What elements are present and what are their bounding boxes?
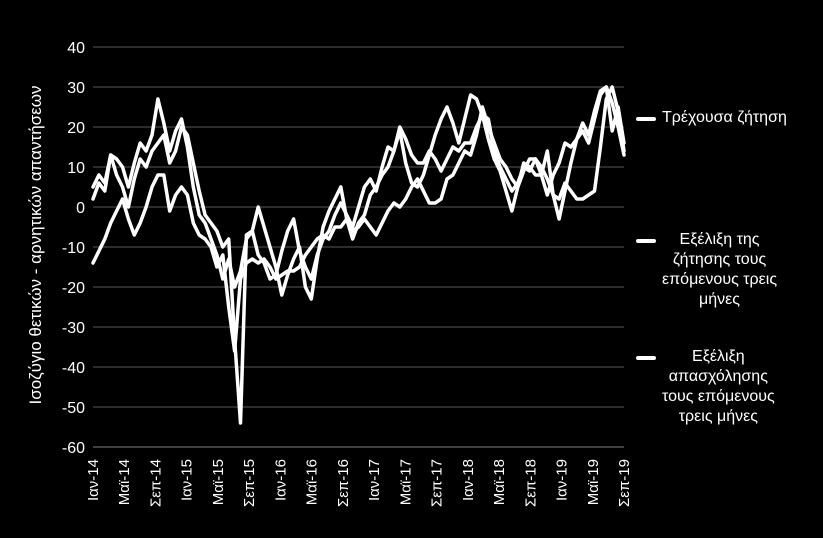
series-lines — [91, 85, 626, 425]
x-tick-label: Ιαν-16 — [272, 459, 289, 501]
y-tick-label: -30 — [62, 320, 85, 337]
legend-item-current-demand: Τρέχουσα ζήτηση — [636, 108, 787, 128]
x-tick-label: Σεπ-16 — [335, 459, 352, 507]
series-line-demand-outlook — [91, 85, 626, 289]
y-tick-label: 40 — [67, 40, 85, 57]
y-tick-label: 30 — [67, 80, 85, 97]
legend-label: Εξέλιξη απασχόλησης τους επόμενους τρεις… — [662, 347, 775, 427]
x-axis-ticks: Ιαν-14 Μαϊ-14 Σεπ-14 Ιαν-15 Μαϊ-15 Σεπ-15 Ιαν-… — [85, 459, 633, 507]
x-tick-label: Σεπ-17 — [429, 459, 446, 507]
x-tick-label: Μαϊ-19 — [585, 459, 602, 505]
legend-line: Εξέλιξη της — [679, 231, 760, 248]
x-tick-label: Ιαν-19 — [554, 459, 571, 501]
x-tick-label: Σεπ-15 — [241, 459, 258, 507]
legend-line: απασχόλησης — [668, 368, 768, 385]
legend-line: Εξέλιξη — [692, 348, 745, 365]
x-tick-label: Ιαν-14 — [85, 459, 102, 501]
x-tick-label: Σεπ-14 — [147, 459, 164, 507]
y-tick-label: -10 — [62, 240, 85, 257]
legend-swatch — [636, 117, 656, 121]
x-tick-label: Μαϊ-15 — [210, 459, 227, 505]
legend-line: τρεις μήνες — [678, 408, 758, 425]
legend-item-demand-next-three-months: Εξέλιξη της ζήτησης τους επόμενους τρεις… — [636, 230, 777, 310]
x-tick-label: Σεπ-19 — [616, 459, 633, 507]
legend-line: ζήτησης τους — [672, 251, 767, 268]
x-tick-label: Μαϊ-14 — [116, 459, 133, 505]
x-tick-label: Σεπ-18 — [522, 459, 539, 507]
x-tick-label: Ιαν-17 — [366, 459, 383, 501]
legend-label: Τρέχουσα ζήτηση — [662, 108, 787, 128]
y-tick-label: -20 — [62, 280, 85, 297]
y-tick-label: 20 — [67, 120, 85, 137]
x-tick-label: Μαϊ-16 — [304, 459, 321, 505]
y-tick-label: 10 — [67, 160, 85, 177]
legend-item-employment-next-three-months: Εξέλιξη απασχόλησης τους επόμενους τρεις… — [636, 347, 775, 427]
x-tick-label: Μαϊ-17 — [397, 459, 414, 505]
legend-line: μήνες — [699, 291, 740, 308]
legend-line: τους επόμενους — [662, 388, 775, 405]
y-axis-ticks: 40 30 20 10 0 -10 -20 -30 -40 -50 -60 — [62, 40, 85, 457]
legend-line: Τρέχουσα ζήτηση — [662, 109, 787, 126]
y-tick-label: -40 — [62, 360, 85, 377]
y-tick-label: 0 — [76, 200, 85, 217]
series-line-employment-outlook — [91, 85, 626, 425]
y-axis-label: Ισοζύγιο θετικών - αρνητικών απαντήσεων — [26, 85, 45, 404]
x-tick-label: Μαϊ-18 — [491, 459, 508, 505]
legend-swatch — [636, 356, 656, 360]
legend-label: Εξέλιξη της ζήτησης τους επόμενους τρεις… — [662, 230, 777, 310]
y-tick-label: -50 — [62, 400, 85, 417]
gridlines — [93, 46, 624, 448]
legend-line: επόμενους τρεις — [662, 271, 778, 288]
x-tick-label: Ιαν-18 — [460, 459, 477, 501]
y-tick-label: -60 — [62, 440, 85, 457]
x-tick-label: Ιαν-15 — [179, 459, 196, 501]
legend-swatch — [636, 239, 656, 243]
